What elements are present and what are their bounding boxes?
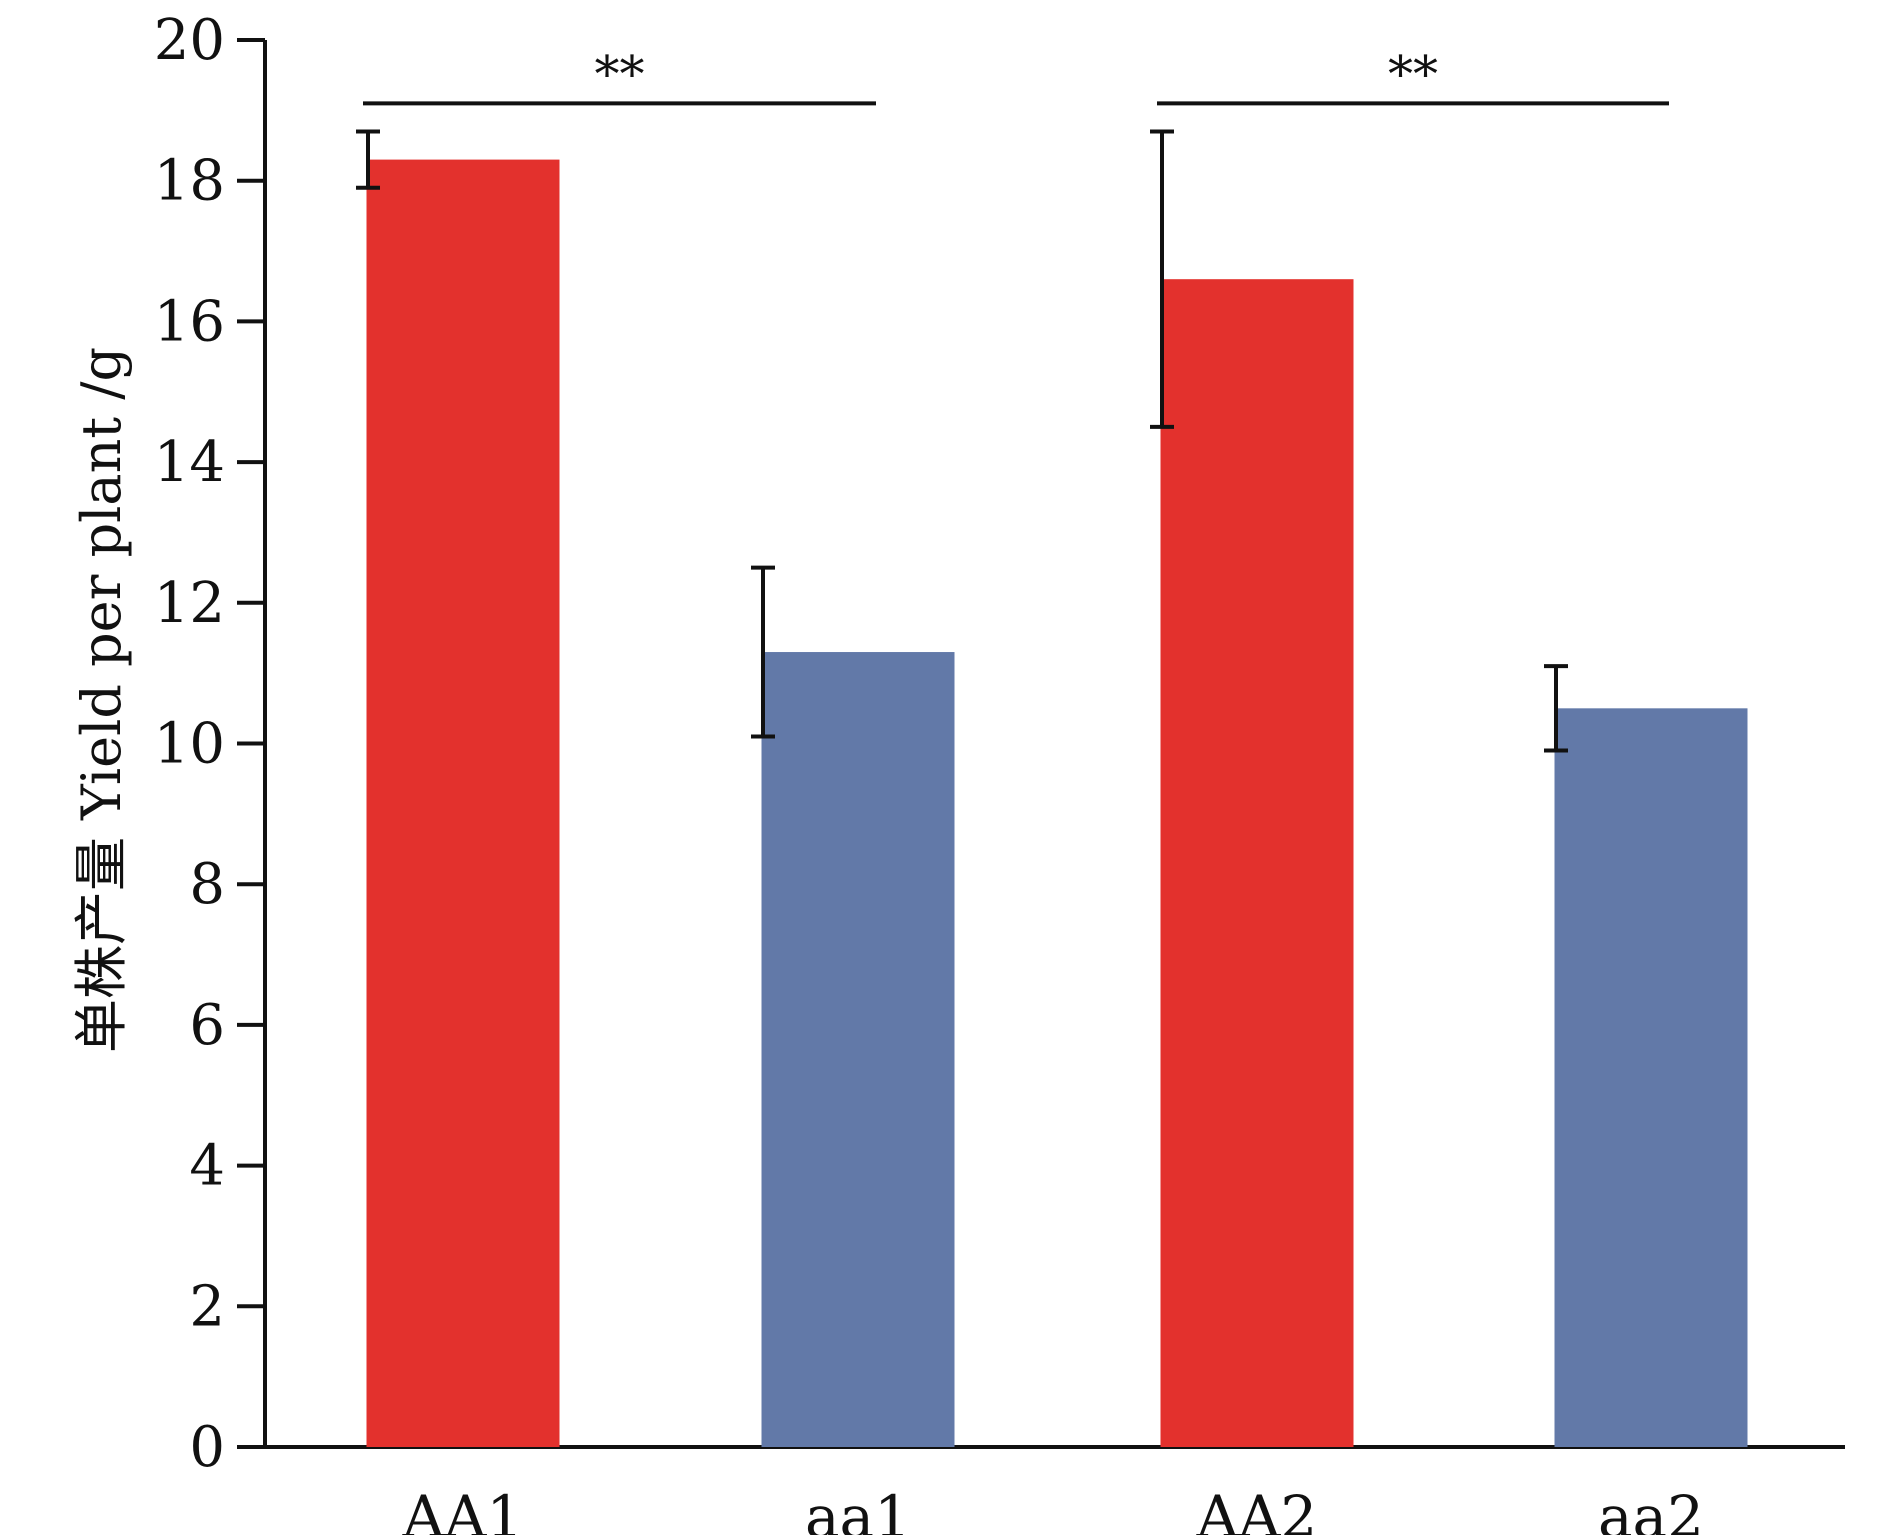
y-tick-label-14: 14 [154,430,225,495]
x-tick-label-aa2: aa2 [1598,1483,1704,1535]
y-tick-label-10: 10 [154,712,225,777]
y-tick-label-20: 20 [154,8,225,73]
x-tick-label-AA1: AA1 [402,1483,524,1535]
y-tick-label-2: 2 [189,1274,225,1339]
y-tick-label-4: 4 [189,1134,225,1199]
axes: 0 2 4 6 8 10 12 14 16 18 20 AA1 aa1 AA2 aa2 [154,8,1845,1540]
x-tick-label-aa1: aa1 [805,1483,911,1535]
significance-annotations: ** ** [363,45,1669,106]
y-tick-label-8: 8 [189,852,225,917]
y-tick-label-18: 18 [154,149,225,214]
bar-aa1 [761,652,955,1447]
y-tick-label-6: 6 [189,993,225,1058]
significance-label-1: ** [595,45,645,103]
significance-label-2: ** [1388,45,1438,103]
y-axis-label: 单株产量 Yield per plant /g [70,347,133,1053]
y-tick-label-12: 12 [154,571,225,636]
error-bars [356,129,1568,753]
y-tick-label-16: 16 [154,289,225,354]
bar-AA1 [366,159,560,1448]
bar-AA2 [1160,279,1354,1448]
bar-aa2 [1554,708,1748,1447]
y-tick-label-0: 0 [189,1415,225,1480]
bars [366,159,1748,1448]
x-tick-label-AA2: AA2 [1196,1483,1318,1535]
